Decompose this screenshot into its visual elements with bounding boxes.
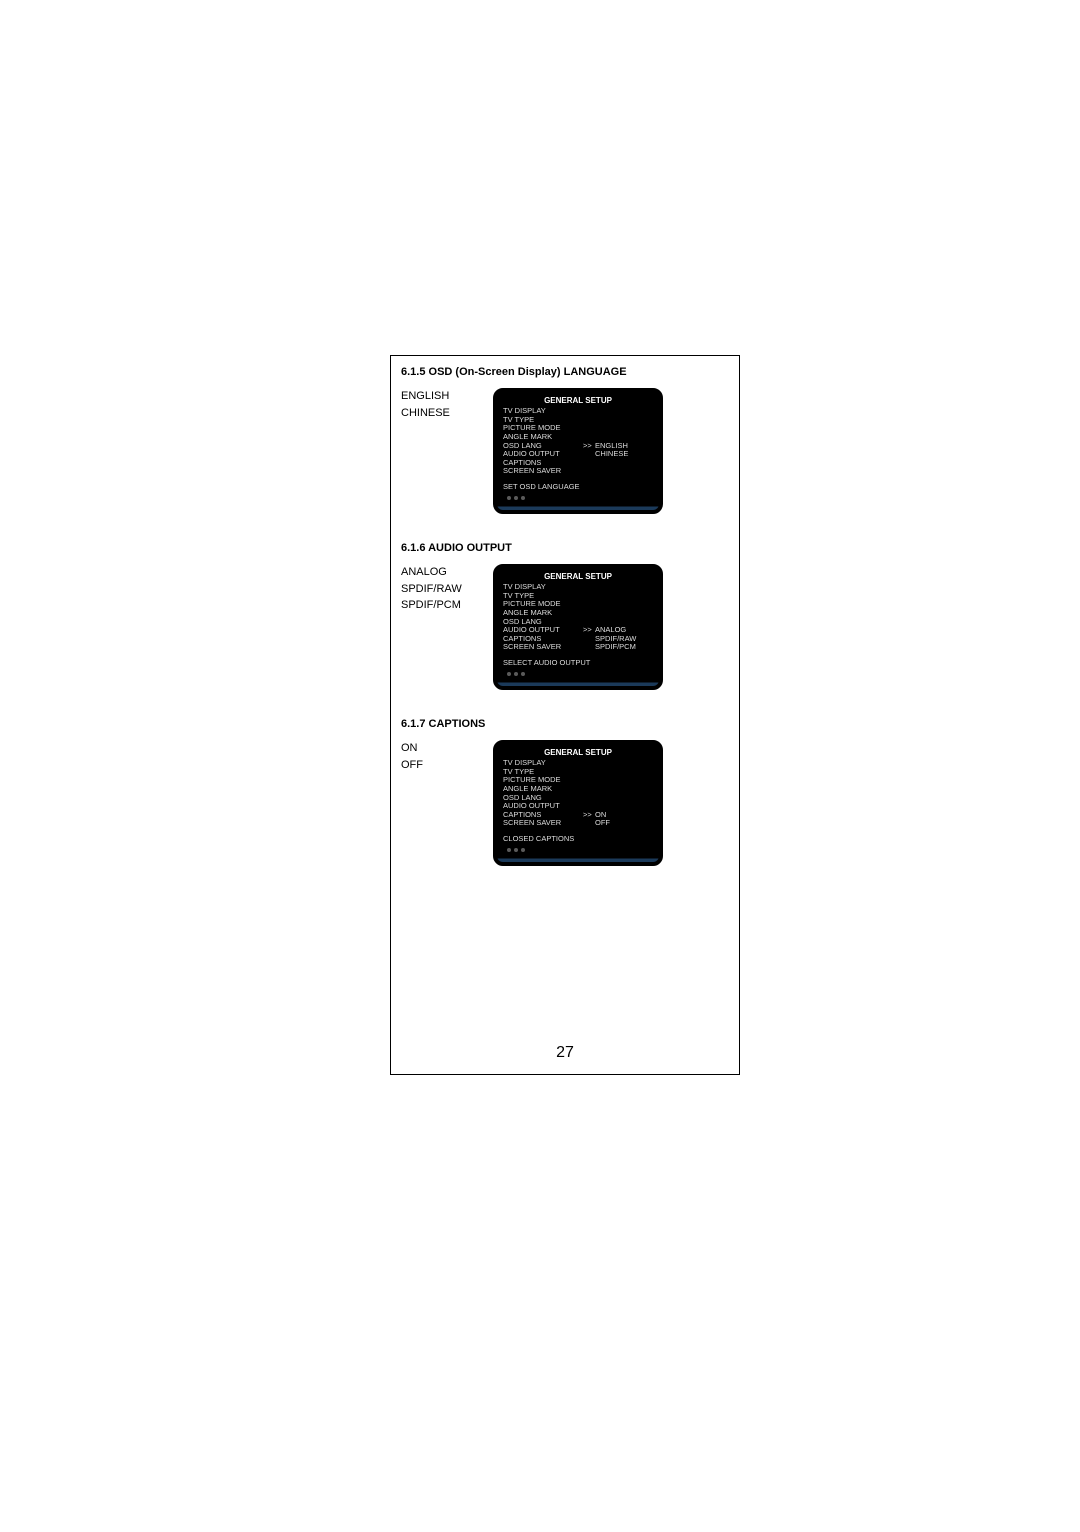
osd-menu-list: TV DISPLAY TV TYPE PICTURE MODE ANGLE MA… <box>503 583 653 652</box>
osd-item-arrow <box>583 785 595 794</box>
option-item: ANALOG <box>401 564 493 581</box>
osd-item-value <box>595 592 653 601</box>
dot-icon <box>514 848 518 852</box>
osd-menu-item: SCREEN SAVER SPDIF/PCM <box>503 643 653 652</box>
section-heading: 6.1.6 AUDIO OUTPUT <box>401 542 729 554</box>
osd-item-value <box>595 424 653 433</box>
dot-icon <box>521 848 525 852</box>
osd-box: GENERAL SETUP TV DISPLAY TV TYPE PICTURE… <box>493 564 663 690</box>
osd-item-value <box>595 794 653 803</box>
osd-status: SELECT AUDIO OUTPUT <box>503 658 653 667</box>
osd-item-arrow <box>583 635 595 644</box>
osd-menu-item: SCREEN SAVER OFF <box>503 819 653 828</box>
osd-item-arrow <box>583 794 595 803</box>
option-item: OFF <box>401 757 493 774</box>
options-list: ANALOG SPDIF/RAW SPDIF/PCM <box>401 564 493 614</box>
osd-inner: GENERAL SETUP TV DISPLAY TV TYPE PICTURE… <box>497 744 659 857</box>
osd-item-value: SPDIF/PCM <box>595 643 653 652</box>
osd-item-arrow <box>583 776 595 785</box>
osd-screenshot: GENERAL SETUP TV DISPLAY TV TYPE PICTURE… <box>493 564 729 690</box>
osd-item-label: SCREEN SAVER <box>503 819 583 828</box>
osd-item-value: OFF <box>595 819 653 828</box>
osd-item-value <box>595 776 653 785</box>
osd-item-arrow: >> <box>583 811 595 820</box>
osd-item-value <box>595 407 653 416</box>
osd-item-arrow <box>583 600 595 609</box>
osd-screenshot: GENERAL SETUP TV DISPLAY TV TYPE PICTURE… <box>493 740 729 866</box>
osd-item-value <box>595 459 653 468</box>
option-item: ON <box>401 740 493 757</box>
osd-underline <box>497 856 659 862</box>
osd-item-arrow <box>583 450 595 459</box>
options-list: ON OFF <box>401 740 493 773</box>
option-item: ENGLISH <box>401 388 493 405</box>
dot-icon <box>507 672 511 676</box>
osd-item-arrow <box>583 609 595 618</box>
dot-icon <box>521 672 525 676</box>
osd-item-arrow <box>583 759 595 768</box>
section-row: ANALOG SPDIF/RAW SPDIF/PCM GENERAL SETUP… <box>401 564 729 690</box>
osd-underline <box>497 680 659 686</box>
osd-item-arrow <box>583 467 595 476</box>
osd-item-arrow <box>583 768 595 777</box>
section-row: ON OFF GENERAL SETUP TV DISPLAY TV TYPE … <box>401 740 729 866</box>
osd-item-value <box>595 609 653 618</box>
osd-title: GENERAL SETUP <box>503 572 653 581</box>
osd-item-arrow <box>583 459 595 468</box>
osd-box: GENERAL SETUP TV DISPLAY TV TYPE PICTURE… <box>493 740 663 866</box>
osd-item-value <box>595 467 653 476</box>
osd-item-arrow <box>583 819 595 828</box>
osd-item-value <box>595 583 653 592</box>
section-heading: 6.1.5 OSD (On-Screen Display) LANGUAGE <box>401 366 729 378</box>
osd-underline <box>497 504 659 510</box>
osd-box: GENERAL SETUP TV DISPLAY TV TYPE PICTURE… <box>493 388 663 514</box>
osd-bottom-bar <box>503 845 653 855</box>
osd-item-arrow <box>583 407 595 416</box>
osd-bottom-bar <box>503 669 653 679</box>
osd-item-arrow <box>583 416 595 425</box>
osd-item-value: CHINESE <box>595 450 653 459</box>
content-area: 6.1.5 OSD (On-Screen Display) LANGUAGE E… <box>401 366 729 894</box>
page: 6.1.5 OSD (On-Screen Display) LANGUAGE E… <box>0 0 1080 1532</box>
dot-icon <box>521 496 525 500</box>
section-heading: 6.1.7 CAPTIONS <box>401 718 729 730</box>
osd-menu-list: TV DISPLAY TV TYPE PICTURE MODE ANGLE MA… <box>503 759 653 828</box>
osd-item-value <box>595 416 653 425</box>
osd-item-value <box>595 600 653 609</box>
osd-screenshot: GENERAL SETUP TV DISPLAY TV TYPE PICTURE… <box>493 388 729 514</box>
option-item: SPDIF/PCM <box>401 597 493 614</box>
option-item: CHINESE <box>401 405 493 422</box>
osd-item-value <box>595 768 653 777</box>
osd-inner: GENERAL SETUP TV DISPLAY TV TYPE PICTURE… <box>497 392 659 505</box>
osd-item-label: SCREEN SAVER <box>503 643 583 652</box>
osd-item-label: SCREEN SAVER <box>503 467 583 476</box>
osd-item-arrow <box>583 592 595 601</box>
dot-icon <box>514 496 518 500</box>
osd-menu-item: SCREEN SAVER <box>503 467 653 476</box>
osd-menu-list: TV DISPLAY TV TYPE PICTURE MODE ANGLE MA… <box>503 407 653 476</box>
section-row: ENGLISH CHINESE GENERAL SETUP TV DISPLAY… <box>401 388 729 514</box>
osd-item-value <box>595 759 653 768</box>
page-number: 27 <box>391 1044 739 1062</box>
document-frame: 6.1.5 OSD (On-Screen Display) LANGUAGE E… <box>390 355 740 1075</box>
osd-title: GENERAL SETUP <box>503 748 653 757</box>
osd-inner: GENERAL SETUP TV DISPLAY TV TYPE PICTURE… <box>497 568 659 681</box>
osd-item-arrow: >> <box>583 626 595 635</box>
osd-status: CLOSED CAPTIONS <box>503 834 653 843</box>
options-list: ENGLISH CHINESE <box>401 388 493 421</box>
osd-item-value <box>595 785 653 794</box>
osd-status: SET OSD LANGUAGE <box>503 482 653 491</box>
osd-item-arrow <box>583 643 595 652</box>
dot-icon <box>514 672 518 676</box>
option-item: SPDIF/RAW <box>401 581 493 598</box>
osd-item-arrow <box>583 583 595 592</box>
osd-item-arrow: >> <box>583 442 595 451</box>
osd-title: GENERAL SETUP <box>503 396 653 405</box>
dot-icon <box>507 496 511 500</box>
dot-icon <box>507 848 511 852</box>
osd-bottom-bar <box>503 493 653 503</box>
osd-item-arrow <box>583 424 595 433</box>
